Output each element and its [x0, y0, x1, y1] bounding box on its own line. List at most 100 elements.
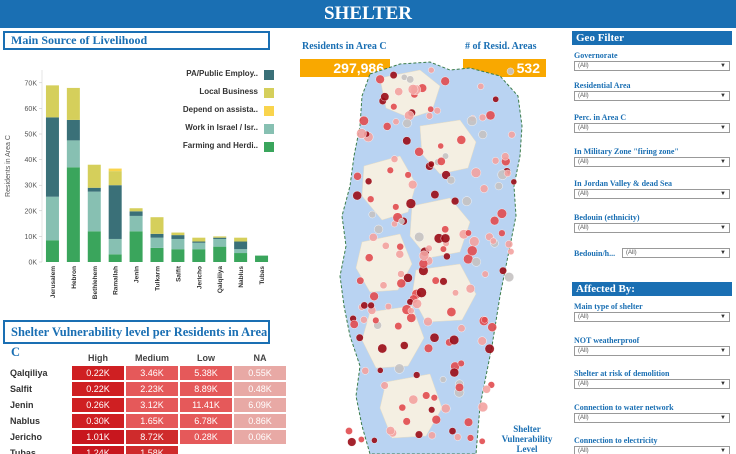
residential-area-marker[interactable] [382, 241, 390, 250]
table-cell[interactable] [180, 446, 232, 454]
residential-area-marker[interactable] [369, 232, 378, 242]
residential-area-marker[interactable] [437, 142, 444, 150]
residential-area-marker[interactable] [504, 169, 512, 177]
table-row[interactable]: Salfit 0.22K 2.23K 8.89K 0.48K [8, 382, 286, 396]
column-header[interactable]: High [88, 353, 108, 363]
table-cell[interactable]: 1.01K [72, 430, 124, 444]
filter-select-bedouin-ethnicity[interactable]: (All) ▼ [574, 223, 730, 233]
residential-area-marker[interactable] [396, 278, 407, 289]
residential-area-marker[interactable] [425, 244, 433, 252]
bedouin-h-select[interactable]: (All) ▼ [622, 248, 730, 258]
residential-area-marker[interactable] [492, 96, 499, 103]
residential-area-marker[interactable] [345, 427, 353, 435]
table-cell[interactable]: 0.55K [234, 366, 286, 380]
table-cell[interactable]: 3.12K [126, 398, 178, 412]
residential-area-marker[interactable] [469, 236, 480, 247]
table-cell[interactable]: 8.72K [126, 430, 178, 444]
table-cell[interactable]: 0.22K [72, 382, 124, 396]
residential-area-marker[interactable] [429, 332, 440, 343]
residential-area-marker[interactable] [446, 307, 457, 317]
residential-area-marker[interactable] [484, 343, 495, 354]
residential-area-marker[interactable] [478, 130, 488, 140]
residential-area-marker[interactable] [471, 257, 482, 267]
residential-area-marker[interactable] [466, 245, 478, 257]
residential-area-marker[interactable] [389, 71, 398, 80]
residential-area-marker[interactable] [412, 298, 422, 309]
residential-area-marker[interactable] [489, 237, 497, 245]
filter-select-connection-to-electricity[interactable]: (All) ▼ [574, 446, 730, 454]
column-header[interactable]: NA [253, 353, 267, 363]
table-row[interactable]: Jericho 1.01K 8.72K 0.28K 0.06K [8, 430, 286, 444]
residential-area-marker[interactable] [428, 431, 436, 440]
residential-area-marker[interactable] [371, 437, 378, 444]
table-cell[interactable]: 11.41K [180, 398, 232, 412]
residential-area-marker[interactable] [347, 437, 357, 447]
table-row[interactable]: Nablus 0.30K 1.65K 6.78K 0.86K [8, 414, 286, 428]
residential-area-marker[interactable] [407, 307, 415, 315]
residential-area-marker[interactable] [487, 322, 497, 332]
residential-area-marker[interactable] [382, 122, 392, 131]
residential-area-marker[interactable] [482, 385, 491, 394]
residential-area-marker[interactable] [386, 166, 394, 174]
residential-area-marker[interactable] [375, 74, 385, 84]
residential-area-marker[interactable] [428, 406, 436, 414]
table-cell[interactable]: 0.28K [180, 430, 232, 444]
residential-area-marker[interactable] [466, 115, 478, 127]
residential-area-marker[interactable] [398, 218, 405, 225]
table-cell[interactable]: 0.48K [234, 382, 286, 396]
residential-area-marker[interactable] [356, 276, 365, 285]
residential-area-marker[interactable] [490, 216, 500, 226]
residential-area-marker[interactable] [439, 277, 448, 286]
shelter-map[interactable] [300, 56, 560, 454]
residential-area-marker[interactable] [402, 136, 412, 146]
residential-area-marker[interactable] [448, 427, 457, 435]
residential-area-marker[interactable] [406, 313, 417, 323]
residential-area-marker[interactable] [504, 272, 515, 283]
residential-area-marker[interactable] [408, 394, 419, 405]
legend-swatch[interactable] [264, 88, 274, 98]
residential-area-marker[interactable] [396, 242, 404, 251]
table-row[interactable]: Qalqiliya 0.22K 3.46K 5.38K 0.55K [8, 366, 286, 380]
residential-area-marker[interactable] [501, 152, 510, 161]
residential-area-marker[interactable] [440, 233, 451, 244]
table-row[interactable]: Tubas 1.24K 1.58K [8, 446, 286, 454]
residential-area-marker[interactable] [394, 363, 405, 374]
filter-select-main-type-of-shelter[interactable]: (All) ▼ [574, 312, 730, 322]
residential-area-marker[interactable] [461, 196, 472, 206]
residential-area-marker[interactable] [414, 147, 424, 157]
residential-area-marker[interactable] [364, 253, 374, 262]
residential-area-marker[interactable] [405, 198, 417, 209]
residential-area-marker[interactable] [398, 403, 407, 412]
residential-area-marker[interactable] [431, 415, 441, 425]
residential-area-marker[interactable] [491, 156, 500, 165]
residential-area-marker[interactable] [392, 118, 400, 126]
residential-area-marker[interactable] [463, 417, 473, 427]
residential-area-marker[interactable] [464, 229, 472, 237]
residential-area-marker[interactable] [496, 208, 507, 219]
filter-select-governorate[interactable]: (All) ▼ [574, 61, 730, 71]
residential-area-marker[interactable] [455, 382, 464, 392]
residential-area-marker[interactable] [418, 250, 430, 261]
residential-area-marker[interactable] [510, 178, 518, 186]
residential-area-marker[interactable] [433, 107, 441, 115]
residential-area-marker[interactable] [478, 437, 486, 445]
residential-area-marker[interactable] [508, 130, 516, 139]
residential-area-marker[interactable] [372, 316, 380, 324]
column-header[interactable]: Medium [134, 353, 169, 363]
legend-label[interactable]: Farming and Herdi.. [182, 141, 258, 150]
residential-area-marker[interactable] [506, 67, 515, 76]
residential-area-marker[interactable] [477, 401, 489, 413]
residential-area-marker[interactable] [449, 367, 460, 378]
residential-area-marker[interactable] [368, 210, 377, 219]
residential-area-marker[interactable] [400, 341, 409, 350]
residential-area-marker[interactable] [397, 270, 405, 278]
filter-select-not-weatherproof[interactable]: (All) ▼ [574, 346, 730, 356]
legend-swatch[interactable] [264, 106, 274, 116]
residential-area-marker[interactable] [394, 87, 403, 96]
legend-label[interactable]: Local Business [199, 87, 258, 96]
table-cell[interactable]: 8.89K [180, 382, 232, 396]
residential-area-marker[interactable] [439, 245, 447, 253]
residential-area-marker[interactable] [384, 302, 392, 310]
residential-area-marker[interactable] [498, 229, 506, 237]
residential-area-marker[interactable] [470, 167, 482, 178]
